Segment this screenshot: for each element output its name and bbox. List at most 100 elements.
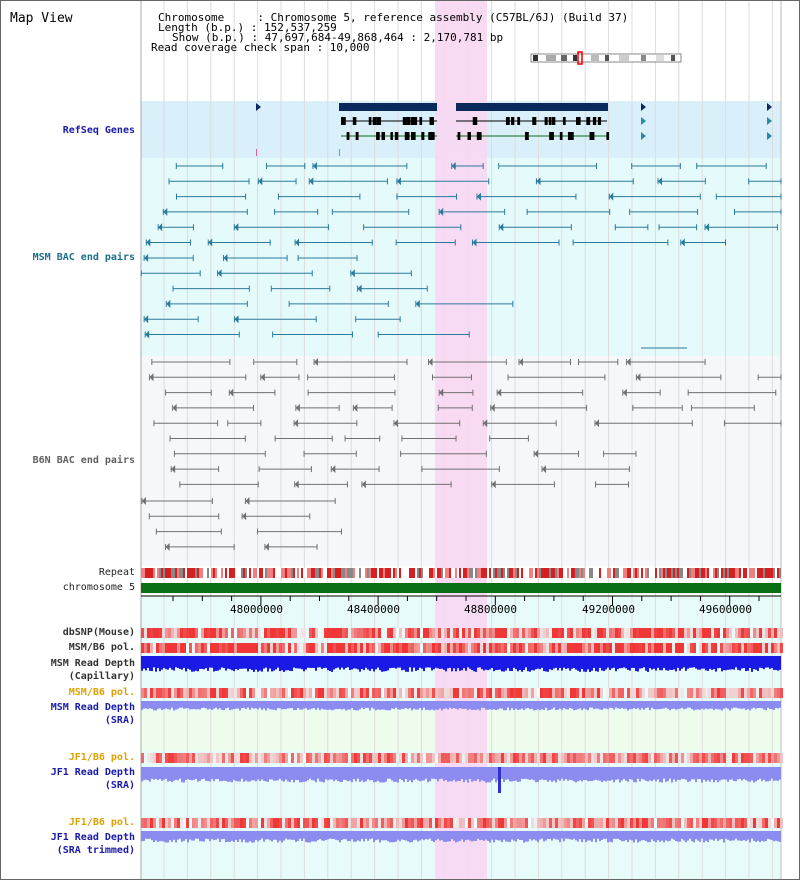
depth-bar — [317, 701, 319, 709]
heat-cell — [522, 643, 525, 653]
heat-cell — [168, 628, 171, 638]
depth-bar — [525, 767, 527, 779]
depth-bar — [409, 767, 411, 781]
heat-cell — [351, 628, 354, 638]
axis-tick-label: 48400000 — [347, 603, 400, 616]
depth-bar — [563, 831, 565, 842]
depth-bar — [403, 831, 405, 841]
heat-cell — [342, 818, 345, 828]
heat-cell — [546, 643, 549, 653]
heat-cell — [360, 818, 363, 828]
depth-bar — [703, 701, 705, 710]
bac-arrow — [217, 269, 222, 278]
repeat-mark — [325, 568, 327, 578]
repeat-mark — [405, 568, 407, 578]
repeat-mark — [395, 568, 397, 578]
heat-cell — [627, 643, 630, 653]
depth-bar — [541, 701, 543, 710]
depth-bar — [481, 701, 483, 708]
track-label-jf1-depth[interactable]: JF1 Read Depth — [50, 767, 135, 778]
depth-bar — [229, 831, 231, 842]
track-label-chromosome[interactable]: chromosome 5 — [62, 582, 135, 593]
depth-bar — [253, 831, 255, 843]
track-label-msm-depth-capillary[interactable]: MSM Read Depth — [50, 658, 135, 669]
track-label-jf1-pol-2[interactable]: JF1/B6 pol. — [68, 817, 135, 828]
depth-bar — [465, 656, 467, 671]
depth-bar — [203, 656, 205, 670]
heat-cell — [675, 643, 678, 653]
repeat-mark — [209, 568, 211, 578]
depth-bar — [597, 831, 599, 839]
heat-cell — [393, 628, 396, 638]
track-label-msm-bac[interactable]: MSM BAC end pairs — [32, 252, 135, 263]
gene-arrow — [641, 117, 646, 125]
track-label-jf1-pol-1[interactable]: JF1/B6 pol. — [68, 752, 135, 763]
track-label-msm-pol-2[interactable]: MSM/B6 pol. — [68, 687, 135, 698]
heat-cell — [648, 628, 651, 638]
track-label-b6n-bac[interactable]: B6N BAC end pairs — [32, 455, 135, 466]
track-label-repeat[interactable]: Repeat — [98, 567, 135, 578]
heat-cell — [225, 628, 228, 638]
heat-cell — [612, 818, 615, 828]
heat-cell — [495, 628, 498, 638]
heat-cell — [237, 628, 240, 638]
exon — [428, 132, 431, 140]
repeat-mark — [471, 568, 473, 578]
depth-bar — [569, 656, 571, 671]
heat-cell — [432, 688, 435, 698]
depth-bar — [707, 767, 709, 781]
depth-bar — [143, 656, 145, 669]
repeat-mark — [299, 568, 301, 578]
repeat-mark — [541, 568, 543, 578]
depth-bar — [439, 701, 441, 709]
depth-bar — [669, 656, 671, 670]
depth-bar — [287, 656, 289, 671]
depth-bar — [383, 831, 385, 841]
heat-cell — [729, 753, 732, 763]
heat-cell — [147, 753, 150, 763]
depth-bar — [471, 767, 473, 782]
heat-cell — [177, 628, 180, 638]
depth-bar — [159, 701, 161, 709]
chromosome-bar — [141, 583, 781, 593]
track-label-msm-depth-sra[interactable]: MSM Read Depth — [50, 702, 135, 713]
depth-bar — [405, 701, 407, 708]
depth-bar — [601, 656, 603, 671]
track-label-jf1-depth-trimmed[interactable]: JF1 Read Depth — [50, 832, 135, 843]
depth-bar — [213, 701, 215, 709]
depth-bar — [327, 831, 329, 840]
depth-bar — [555, 701, 557, 711]
depth-bar — [197, 831, 199, 839]
heat-cell — [537, 643, 540, 653]
depth-bar — [149, 767, 151, 782]
depth-bar — [655, 656, 657, 671]
heat-cell — [723, 688, 726, 698]
gene-block — [339, 103, 437, 111]
track-label-msm-pol-1[interactable]: MSM/B6 pol. — [68, 642, 135, 653]
repeat-mark — [349, 568, 351, 578]
heat-cell — [558, 643, 561, 653]
depth-bar — [535, 831, 537, 841]
repeat-mark — [509, 568, 511, 578]
depth-bar — [165, 656, 167, 670]
depth-bar — [575, 831, 577, 841]
heat-cell — [681, 818, 684, 828]
depth-bar — [337, 656, 339, 668]
depth-bar — [707, 701, 709, 710]
heat-cell — [279, 818, 282, 828]
depth-bar — [259, 831, 261, 841]
depth-bar — [703, 831, 705, 843]
depth-bar — [295, 831, 297, 842]
heat-cell — [600, 628, 603, 638]
heat-cell — [531, 628, 534, 638]
depth-bar — [733, 701, 735, 708]
depth-bar — [597, 767, 599, 781]
depth-bar — [529, 831, 531, 840]
depth-bar — [459, 767, 461, 782]
heat-cell — [249, 818, 252, 828]
track-label-dbsnp[interactable]: dbSNP(Mouse) — [62, 627, 135, 638]
heat-cell — [606, 628, 609, 638]
track-label-refseq[interactable]: RefSeq Genes — [62, 125, 135, 136]
heat-cell — [615, 753, 618, 763]
